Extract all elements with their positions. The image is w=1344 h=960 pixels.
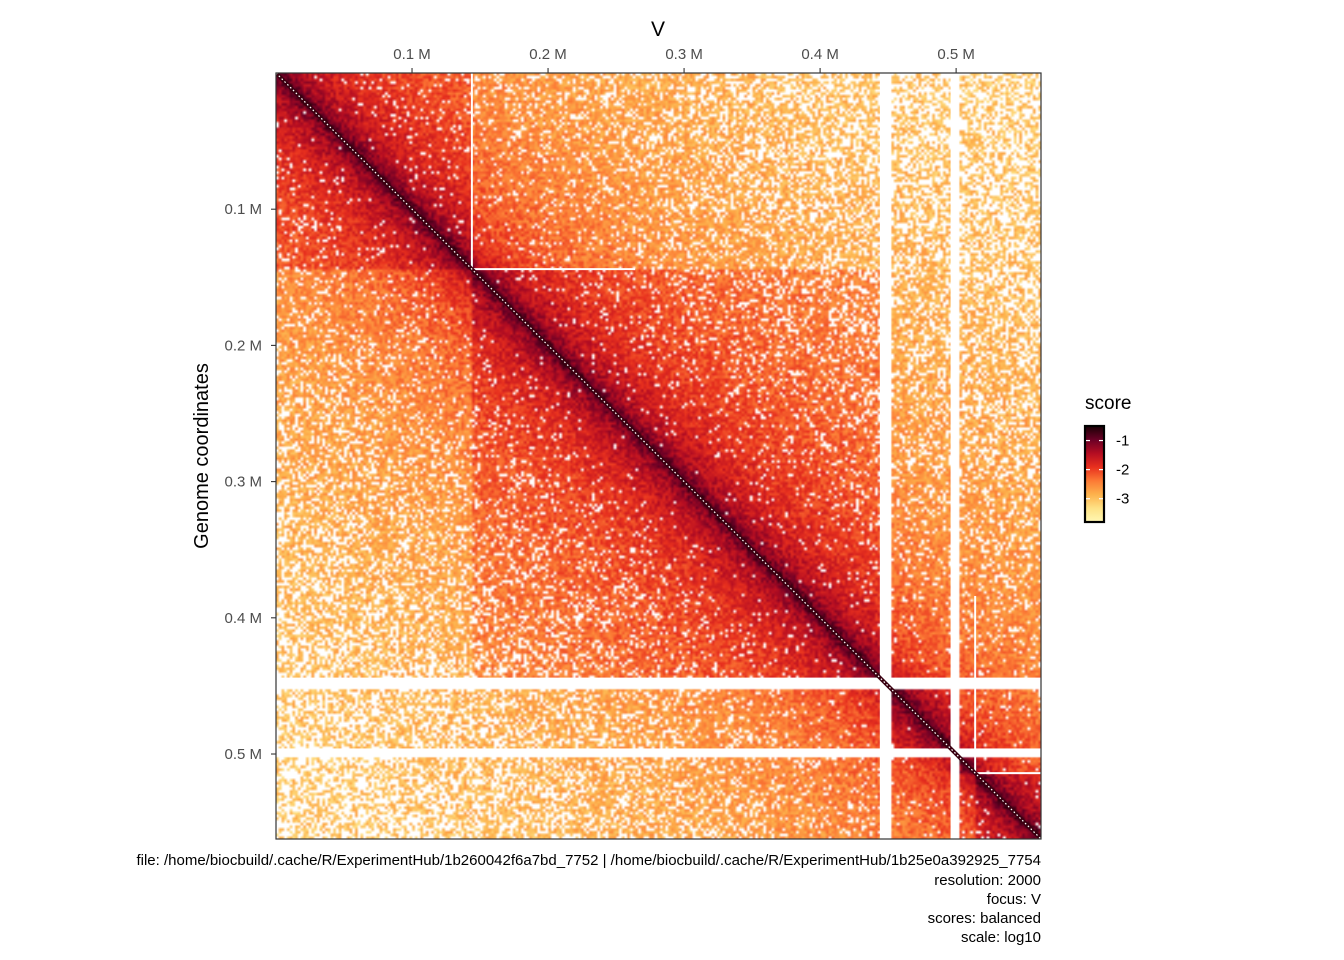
caption-resolution: resolution: 2000 [934, 872, 1041, 889]
x-axis-top: 0.1 M 0.2 M 0.3 M 0.4 M 0.5 M [393, 46, 975, 73]
legend-ticks: -1 -2 -3 [1086, 433, 1129, 508]
panel-border [275, 72, 1042, 840]
legend-tick-label: -1 [1116, 433, 1129, 450]
legend-tick-label: -2 [1116, 462, 1129, 479]
y-tick-label: 0.4 M [224, 610, 262, 627]
legend-colorbar [1083, 424, 1106, 524]
y-axis-left: 0.1 M 0.2 M 0.3 M 0.4 M 0.5 M [224, 201, 276, 763]
caption-scores: scores: balanced [927, 910, 1041, 927]
y-tick-label: 0.3 M [224, 474, 262, 491]
y-tick-label: 0.1 M [224, 201, 262, 218]
diagonal-dots [276, 73, 1041, 839]
x-tick-label: 0.2 M [529, 46, 567, 63]
caption-file-path: file: /home/biocbuild/.cache/R/Experimen… [136, 852, 1041, 869]
masked-bin-row [276, 748, 1041, 757]
masked-bin-row [276, 677, 1041, 689]
x-tick-label: 0.3 M [665, 46, 703, 63]
masked-bin-column [879, 73, 891, 839]
diagonal-layer [276, 73, 1041, 839]
masked-bins-layer [276, 73, 1041, 839]
domain-boundaries-layer [470, 73, 1041, 775]
legend-title: score [1085, 393, 1131, 414]
masked-bin-column [950, 73, 959, 839]
y-tick-label: 0.2 M [224, 337, 262, 354]
x-tick-label: 0.5 M [937, 46, 975, 63]
legend-tick-label: -3 [1116, 491, 1129, 508]
chart-title: V [651, 18, 665, 41]
x-tick-label: 0.4 M [801, 46, 839, 63]
y-axis-label: Genome coordinates [191, 363, 213, 549]
color-legend: score -1 -2 -3 [1083, 393, 1131, 524]
x-tick-label: 0.1 M [393, 46, 431, 63]
caption-focus: focus: V [986, 891, 1041, 908]
y-tick-label: 0.5 M [224, 746, 262, 763]
caption-scale: scale: log10 [960, 929, 1041, 946]
